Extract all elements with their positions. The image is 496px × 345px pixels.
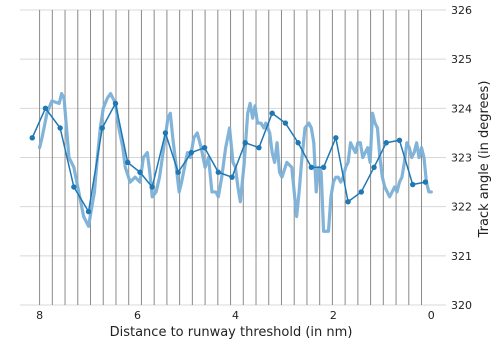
sampled-track-point	[269, 110, 275, 116]
sampled-track-point	[410, 181, 416, 188]
sampled-track-point	[358, 189, 364, 195]
y-tick-label: 325	[451, 53, 472, 66]
series-layer	[29, 91, 433, 233]
y-tick-label: 321	[451, 250, 472, 263]
y-tick-label: 324	[451, 102, 472, 115]
x-tick-label: 4	[232, 309, 239, 322]
sampled-track-point	[396, 137, 403, 143]
sampled-track-point	[215, 169, 222, 175]
sampled-track-point	[422, 179, 429, 185]
vertical-reference-lines	[39, 10, 423, 305]
sampled-track-point	[162, 130, 169, 136]
sampled-track-point	[229, 174, 235, 180]
sampled-track-point	[29, 135, 35, 141]
sampled-track-point	[333, 135, 339, 141]
y-tick-label: 323	[451, 152, 472, 165]
sampled-track-point	[99, 125, 105, 131]
y-tick-label: 322	[451, 201, 472, 214]
sampled-track-point	[85, 208, 92, 215]
sampled-track-point	[320, 164, 327, 171]
sampled-track-point	[371, 164, 377, 171]
sampled-track-point	[383, 140, 389, 146]
sampled-track-point	[42, 105, 49, 112]
sampled-track-point	[57, 125, 63, 131]
x-tick-label: 0	[428, 309, 435, 322]
x-axis-title: Distance to runway threshold (in nm)	[110, 325, 353, 340]
y-tick-label: 326	[451, 4, 472, 17]
y-axis-title: Track angle (in degrees)	[477, 81, 492, 239]
sampled-track-point	[112, 100, 119, 107]
y-tick-label: 320	[451, 299, 472, 312]
sampled-track-point	[256, 144, 262, 151]
sampled-track-point	[308, 164, 315, 171]
sampled-track-point	[345, 199, 351, 205]
sampled-track-point	[71, 184, 77, 190]
sampled-track-point	[125, 159, 131, 166]
raw-track-line	[37, 91, 433, 233]
sampled-track-point	[201, 144, 208, 151]
x-tick-label: 2	[330, 309, 337, 322]
sampled-track-point	[149, 184, 155, 190]
x-tick-label: 8	[36, 309, 43, 322]
sampled-track-point	[188, 149, 195, 156]
sampled-track-point	[282, 120, 289, 126]
x-tick-label: 6	[134, 309, 141, 322]
axes-layer: 320 321 322 323 324 325 326 8 6 4 2 0	[36, 4, 472, 322]
sampled-track-point	[242, 140, 248, 146]
sampled-track-point	[137, 169, 143, 175]
sampled-track-point	[175, 169, 181, 175]
sampled-track-point	[295, 140, 301, 146]
